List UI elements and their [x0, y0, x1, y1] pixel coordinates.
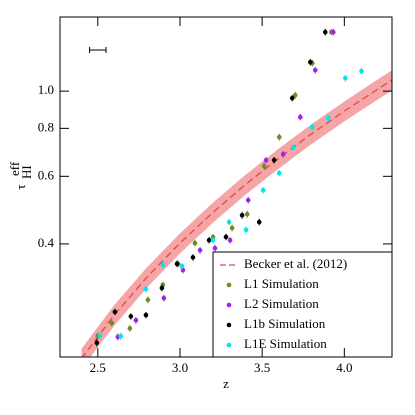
point [280, 151, 286, 157]
x-axis-label: z [223, 376, 229, 391]
point [263, 157, 269, 163]
point [325, 115, 331, 121]
legend-label: L2 Simulation [244, 296, 319, 311]
legend-swatch [226, 342, 232, 348]
x-tick-label: 3.5 [254, 360, 270, 375]
legend-label: L1E Simulation [244, 336, 327, 351]
point [331, 29, 336, 35]
point [180, 267, 186, 273]
point [159, 285, 165, 291]
point [276, 170, 282, 176]
legend-box [212, 251, 393, 358]
plot-area [81, 28, 392, 357]
legend-swatch [226, 302, 232, 308]
point [322, 29, 328, 35]
point [179, 263, 185, 269]
y-tick-label: 0.8 [38, 119, 54, 134]
point [309, 124, 315, 130]
point [112, 309, 118, 315]
point [276, 134, 282, 140]
point [289, 95, 295, 101]
point [192, 240, 198, 246]
x-tick-label: 4.0 [336, 360, 352, 375]
x-tick-label: 2.5 [90, 360, 106, 375]
point [312, 67, 318, 73]
point [239, 212, 245, 218]
y-label-main: τ [13, 184, 28, 189]
point [145, 297, 151, 303]
fit-line [81, 79, 392, 357]
point [118, 333, 124, 339]
point [245, 197, 251, 203]
point [244, 211, 250, 217]
point [243, 227, 249, 233]
point [133, 317, 139, 323]
y-label-sub: HI [19, 165, 34, 179]
y-tick-label: 0.4 [38, 235, 55, 250]
point [226, 219, 232, 225]
x-tick-label: 3.0 [172, 360, 188, 375]
point [206, 237, 212, 243]
point [227, 237, 233, 243]
legend-swatch [226, 322, 232, 328]
point [197, 247, 203, 253]
point [190, 255, 196, 260]
point [174, 261, 180, 267]
point [97, 333, 103, 339]
point [297, 114, 303, 120]
fit-band [81, 70, 392, 357]
point [160, 262, 166, 268]
point [308, 59, 313, 65]
point [359, 68, 364, 74]
point [256, 219, 262, 225]
point [210, 237, 216, 243]
point [343, 75, 348, 81]
point [212, 245, 218, 251]
legend-swatch [226, 282, 232, 288]
point [290, 144, 296, 150]
legend-label: L1 Simulation [244, 276, 319, 291]
point [143, 312, 149, 318]
point [161, 295, 167, 301]
point [143, 286, 149, 292]
point [128, 314, 134, 319]
point [271, 157, 277, 163]
point [127, 326, 133, 331]
point [292, 92, 298, 98]
point [229, 225, 235, 231]
point [109, 320, 115, 326]
point [261, 163, 267, 169]
y-label-sup: eff [7, 161, 22, 176]
legend-label: L1b Simulation [244, 316, 326, 331]
y-tick-label: 0.6 [38, 167, 55, 182]
point [223, 234, 229, 240]
legend-label: Becker et al. (2012) [244, 256, 347, 271]
point [94, 340, 100, 346]
y-axis-label: τ eff HI [7, 161, 34, 189]
point [260, 187, 266, 193]
y-tick-label: 1.0 [38, 82, 54, 97]
